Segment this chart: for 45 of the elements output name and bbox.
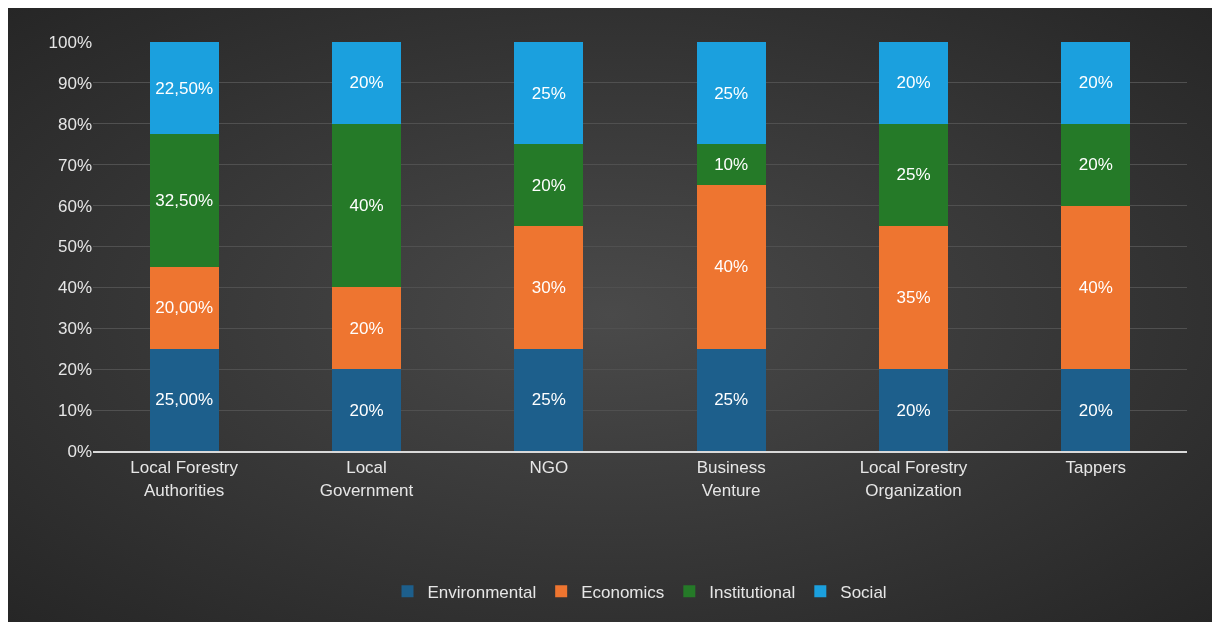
data-label: 25%: [531, 83, 566, 103]
data-label: 30%: [531, 277, 566, 297]
y-tick-label: 20%: [57, 360, 92, 380]
data-label: 35%: [896, 288, 931, 308]
x-tick-label: NGO: [529, 458, 569, 478]
data-label: 20%: [896, 400, 931, 420]
data-label: 40%: [1078, 277, 1113, 297]
data-label: 25%: [531, 390, 566, 410]
x-tick-label: Local Forestry Organization: [859, 458, 968, 500]
data-label: 20%: [349, 73, 384, 93]
data-label: 25%: [896, 165, 931, 185]
data-label: 20%: [349, 400, 384, 420]
y-tick-label: 60%: [57, 196, 92, 216]
legend-label: Institutional: [709, 582, 796, 602]
y-tick-label: 10%: [57, 401, 92, 421]
legend-label: Economics: [581, 582, 665, 602]
data-label: 20%: [896, 73, 931, 93]
y-tick-label: 80%: [57, 114, 92, 134]
data-label: 20%: [531, 175, 566, 195]
data-label: 25%: [714, 390, 749, 410]
y-tick-label: 50%: [57, 237, 92, 257]
y-tick-label: 90%: [57, 73, 92, 93]
data-label: 20,00%: [155, 298, 213, 318]
data-label: 40%: [349, 196, 384, 216]
x-tick-label: Business Venture: [696, 458, 766, 500]
x-tick-label: Tappers: [1065, 458, 1127, 478]
legend-label: Social: [840, 582, 887, 602]
data-label: 40%: [714, 257, 749, 277]
y-tick-label: 40%: [57, 278, 92, 298]
data-label: 25,00%: [155, 390, 213, 410]
data-label: 22,50%: [155, 78, 213, 98]
x-tick-label: Local Government: [319, 458, 414, 500]
x-tick-label: Local Forestry Authorities: [130, 458, 239, 500]
data-label: 20%: [1078, 400, 1113, 420]
data-label: 20%: [1078, 73, 1113, 93]
y-tick-label: 0%: [67, 441, 92, 461]
data-label: 25%: [714, 83, 749, 103]
y-tick-label: 70%: [57, 155, 92, 175]
y-tick-label: 100%: [48, 32, 92, 52]
y-tick-label: 30%: [57, 319, 92, 339]
legend-label: Environmental: [427, 582, 537, 602]
data-label: 32,50%: [155, 190, 213, 210]
data-label: 20%: [349, 318, 384, 338]
data-label: 10%: [714, 155, 749, 175]
data-label: 20%: [1078, 155, 1113, 175]
